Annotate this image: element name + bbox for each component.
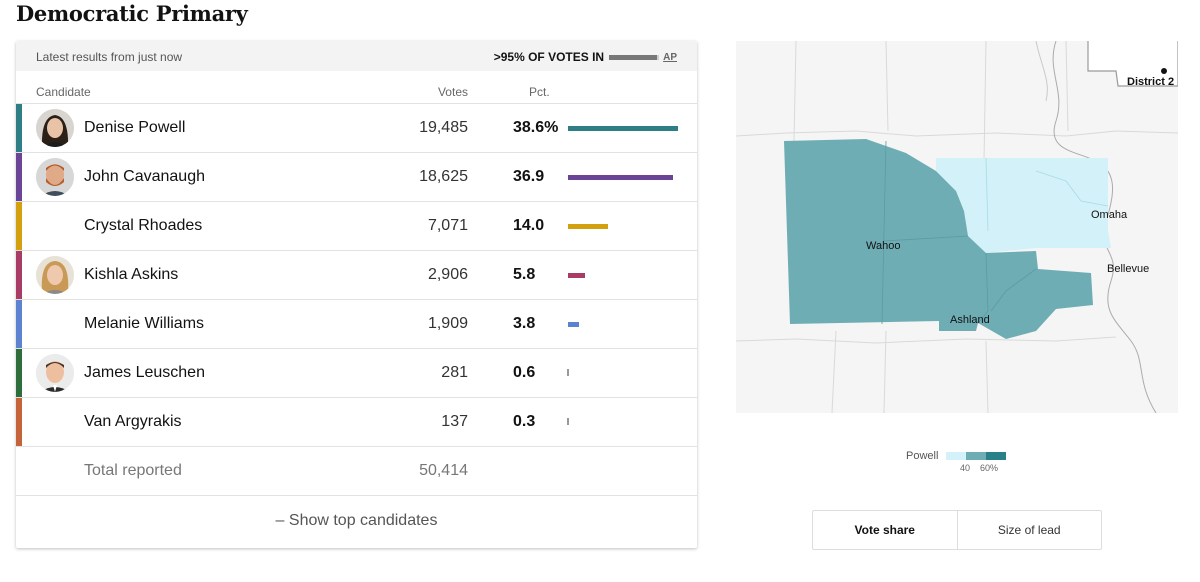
results-table: Latest results from just now >95% OF VOT…: [16, 41, 697, 548]
candidate-pct-bar: [567, 369, 569, 376]
candidate-votes: 281: [441, 364, 468, 381]
candidate-color-bar: [16, 104, 22, 152]
map-legend: Powell 40 60%: [906, 450, 1016, 474]
nebraska-inset: [1087, 41, 1178, 87]
ap-source-link[interactable]: AP: [663, 51, 677, 63]
candidate-avatar: [36, 256, 74, 294]
candidate-color-bar: [16, 349, 22, 397]
candidate-avatar: [36, 158, 74, 196]
votes-in-text: >95% OF VOTES IN: [493, 50, 605, 64]
candidate-pct-bar: [568, 322, 579, 327]
vote-share-button[interactable]: Vote share: [813, 511, 958, 549]
candidate-name: Melanie Williams: [84, 315, 205, 332]
candidate-pct: 36.9: [513, 168, 545, 185]
candidate-pct: 3.8: [513, 315, 536, 332]
candidate-pct: 0.3: [513, 413, 536, 430]
legend-tick-40: 40: [960, 463, 971, 473]
total-row: Total reported 50,414: [16, 447, 697, 496]
candidate-row: Van Argyrakis 137 0.3: [16, 398, 697, 447]
reporting-progress-fill: [609, 54, 657, 60]
show-top-candidates-button[interactable]: – Show top candidates: [275, 512, 438, 529]
map-label-ashland: Ashland: [950, 314, 990, 326]
results-map[interactable]: District 2 Omaha Wahoo Bellevue Ashland: [736, 41, 1178, 413]
candidate-pct-bar: [568, 126, 678, 131]
latest-results-text: Latest results from just now: [36, 50, 183, 64]
candidate-color-bar: [16, 153, 22, 201]
candidate-pct-bar: [568, 175, 674, 180]
candidate-name: Denise Powell: [84, 119, 186, 136]
table-header: Candidate Votes Pct.: [16, 71, 697, 104]
candidate-votes: 19,485: [419, 119, 468, 136]
candidate-votes: 137: [441, 413, 468, 430]
reporting-progress-bar: [609, 54, 660, 60]
candidate-row: John Cavanaugh 18,625 36.9: [16, 153, 697, 202]
candidate-votes: 2,906: [427, 266, 468, 283]
map-view-toggle: Vote share Size of lead: [812, 510, 1102, 550]
candidate-name: Kishla Askins: [84, 266, 179, 283]
map-label-omaha: Omaha: [1091, 209, 1128, 221]
candidate-votes: 18,625: [419, 168, 468, 185]
header-pct: Pct.: [529, 85, 550, 99]
candidate-pct: 5.8: [513, 266, 536, 283]
map-label-district: District 2: [1127, 76, 1174, 88]
candidate-avatar: [36, 354, 74, 392]
candidate-pct-bar: [568, 224, 608, 229]
candidate-row: Crystal Rhoades 7,071 14.0: [16, 202, 697, 251]
candidate-color-bar: [16, 251, 22, 299]
candidate-rows: Denise Powell 19,485 38.6% John Cavanaugh 18…: [16, 104, 697, 447]
candidate-name: Crystal Rhoades: [84, 217, 203, 234]
map-svg: District 2 Omaha Wahoo Bellevue Ashland: [736, 41, 1178, 413]
legend-candidate-name: Powell: [906, 450, 939, 462]
candidate-votes: 1,909: [427, 315, 468, 332]
legend-tick-60: 60%: [980, 463, 999, 473]
header-candidate: Candidate: [36, 85, 91, 99]
candidate-row: Melanie Williams 1,909 3.8: [16, 300, 697, 349]
county-light-region[interactable]: [936, 158, 1111, 253]
votes-in-indicator: >95% OF VOTES IN AP: [494, 50, 677, 64]
map-label-wahoo: Wahoo: [866, 240, 900, 252]
candidate-name: James Leuschen: [84, 364, 205, 381]
candidate-avatar: [36, 109, 74, 147]
candidate-color-bar: [16, 398, 22, 446]
legend-swatch-mid: [966, 452, 986, 460]
candidate-pct-bar: [568, 273, 585, 278]
candidate-name: Van Argyrakis: [84, 413, 182, 430]
header-votes: Votes: [437, 85, 468, 99]
legend-swatch-low: [946, 452, 966, 460]
district-marker: [1161, 68, 1167, 74]
county-strong-region[interactable]: [784, 139, 1093, 339]
results-status-bar: Latest results from just now >95% OF VOT…: [16, 41, 697, 71]
map-label-bellevue: Bellevue: [1107, 263, 1149, 275]
candidate-color-bar: [16, 202, 22, 250]
candidate-votes: 7,071: [427, 217, 468, 234]
candidate-row: Denise Powell 19,485 38.6%: [16, 104, 697, 153]
candidate-row: Kishla Askins 2,906 5.8: [16, 251, 697, 300]
page-title: Democratic Primary: [16, 1, 248, 26]
candidate-pct: 38.6%: [513, 119, 559, 136]
candidate-row: James Leuschen 281 0.6: [16, 349, 697, 398]
candidate-pct-bar: [567, 418, 569, 425]
candidate-pct: 0.6: [513, 364, 536, 381]
total-votes: 50,414: [419, 462, 468, 479]
legend-swatch-high: [986, 452, 1006, 460]
size-of-lead-button[interactable]: Size of lead: [997, 523, 1061, 537]
candidate-name: John Cavanaugh: [84, 168, 205, 185]
candidate-pct: 14.0: [513, 217, 545, 234]
total-label: Total reported: [84, 462, 182, 479]
candidate-color-bar: [16, 300, 22, 348]
